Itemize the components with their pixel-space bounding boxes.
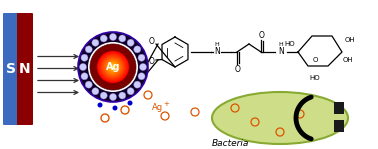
Circle shape	[92, 88, 99, 95]
Circle shape	[112, 66, 114, 68]
FancyBboxPatch shape	[334, 120, 344, 132]
Circle shape	[79, 63, 87, 70]
Text: Bacteria: Bacteria	[211, 139, 249, 148]
Circle shape	[108, 63, 118, 72]
Circle shape	[112, 66, 114, 68]
Text: HO: HO	[310, 75, 320, 81]
Circle shape	[85, 81, 92, 88]
Circle shape	[78, 32, 148, 102]
Circle shape	[111, 65, 115, 69]
Circle shape	[139, 63, 147, 70]
Circle shape	[119, 35, 126, 42]
Circle shape	[100, 92, 107, 99]
Circle shape	[85, 46, 92, 53]
Circle shape	[99, 53, 126, 80]
Circle shape	[127, 100, 133, 105]
Text: H: H	[279, 42, 284, 48]
Circle shape	[134, 81, 141, 88]
Text: +: +	[163, 101, 169, 107]
Circle shape	[98, 52, 128, 82]
Ellipse shape	[212, 92, 348, 144]
Circle shape	[138, 73, 145, 80]
Circle shape	[105, 59, 121, 75]
Circle shape	[127, 88, 134, 95]
Circle shape	[98, 52, 129, 82]
Text: O: O	[149, 58, 155, 66]
Circle shape	[138, 54, 145, 61]
Text: O: O	[312, 57, 318, 63]
FancyBboxPatch shape	[3, 13, 19, 125]
Circle shape	[110, 34, 116, 41]
Circle shape	[119, 92, 126, 99]
Circle shape	[134, 46, 141, 53]
Circle shape	[102, 56, 124, 78]
Text: S: S	[6, 62, 16, 76]
Circle shape	[100, 54, 126, 80]
FancyBboxPatch shape	[334, 102, 344, 114]
Text: O: O	[259, 31, 265, 39]
Circle shape	[110, 64, 116, 70]
Circle shape	[88, 42, 138, 92]
Circle shape	[104, 58, 122, 76]
Text: OH: OH	[345, 37, 355, 43]
Text: O: O	[149, 38, 155, 46]
Circle shape	[101, 55, 125, 79]
Circle shape	[81, 73, 88, 80]
Circle shape	[99, 53, 127, 81]
Circle shape	[107, 61, 119, 73]
Circle shape	[106, 60, 120, 74]
Circle shape	[113, 105, 118, 111]
Text: N: N	[214, 48, 220, 56]
Circle shape	[98, 103, 102, 107]
FancyBboxPatch shape	[17, 13, 33, 125]
Circle shape	[110, 94, 116, 100]
Text: Ag: Ag	[152, 104, 164, 112]
Text: N: N	[278, 48, 284, 56]
Text: OH: OH	[343, 57, 353, 63]
Circle shape	[110, 64, 116, 70]
Circle shape	[109, 63, 117, 71]
Text: HO: HO	[285, 41, 295, 47]
Text: H: H	[215, 42, 219, 48]
Circle shape	[92, 39, 99, 46]
Circle shape	[105, 59, 121, 75]
Circle shape	[108, 62, 118, 72]
Circle shape	[107, 61, 119, 73]
Circle shape	[90, 44, 136, 90]
Circle shape	[101, 55, 124, 79]
Text: N: N	[19, 62, 31, 76]
Circle shape	[127, 39, 134, 46]
Circle shape	[97, 51, 129, 83]
Text: O: O	[235, 65, 241, 73]
Circle shape	[81, 54, 88, 61]
Circle shape	[103, 57, 123, 77]
Circle shape	[104, 57, 122, 77]
Text: Ag: Ag	[106, 62, 120, 72]
Circle shape	[100, 35, 107, 42]
